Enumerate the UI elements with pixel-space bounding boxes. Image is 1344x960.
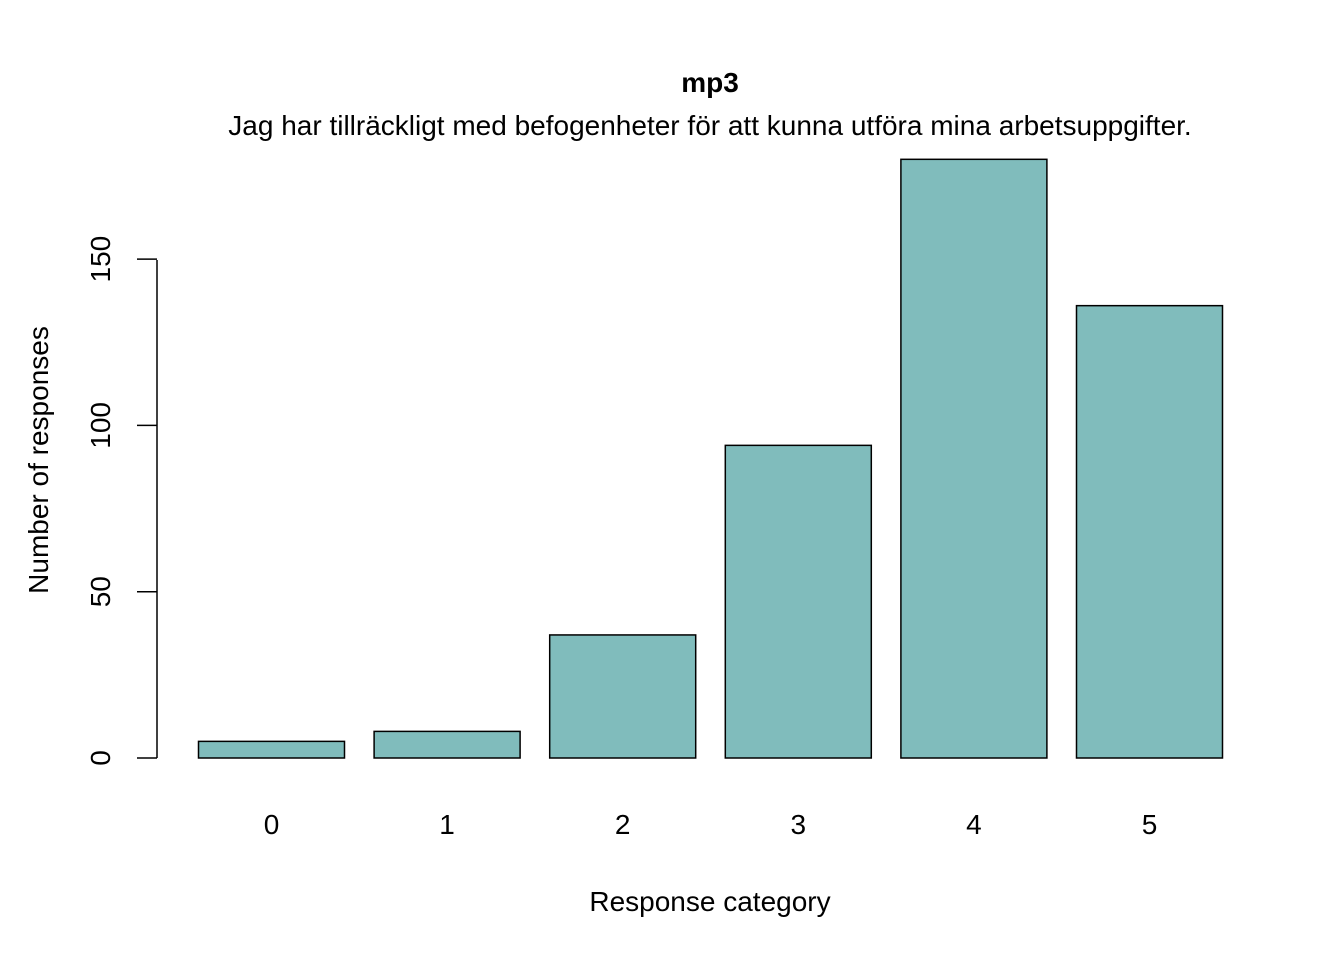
- chart-subtitle: Jag har tillräckligt med befogenheter fö…: [228, 110, 1191, 141]
- y-ticks-group: 0 50 100 150: [85, 236, 157, 766]
- bar-0: [197, 740, 346, 759]
- x-tick-label: 5: [1142, 809, 1158, 840]
- y-tick-label: 0: [85, 750, 116, 766]
- bar-1: [373, 730, 521, 759]
- x-tick-label: 4: [966, 809, 982, 840]
- bar-3: [724, 444, 873, 759]
- x-axis-label: Response category: [589, 886, 830, 917]
- bar-4: [900, 158, 1048, 759]
- y-axis-label: Number of responses: [23, 326, 54, 594]
- bar-2: [548, 634, 697, 759]
- chart-title: mp3: [681, 67, 739, 98]
- y-tick-label: 100: [85, 402, 116, 449]
- y-tick-label: 150: [85, 236, 116, 283]
- bars-group: [197, 158, 1224, 759]
- x-tick-label: 3: [791, 809, 807, 840]
- bar-5: [1075, 304, 1224, 759]
- x-ticks-group: 0 1 2 3 4 5: [264, 809, 1158, 840]
- x-tick-label: 1: [439, 809, 455, 840]
- y-tick-label: 50: [85, 576, 116, 607]
- x-tick-label: 0: [264, 809, 280, 840]
- x-tick-label: 2: [615, 809, 631, 840]
